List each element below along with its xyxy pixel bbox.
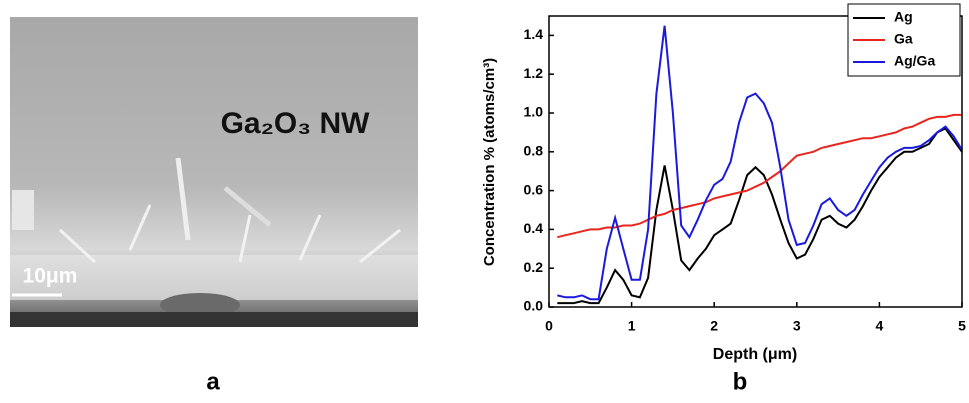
x-axis-label: Depth (μm) (713, 346, 797, 363)
x-tick-label: 1 (628, 318, 636, 334)
legend-label: Ga (894, 31, 913, 47)
y-tick-label: 0.8 (524, 143, 544, 159)
image-label: Ga₂O₃ NW (221, 107, 371, 140)
y-tick-label: 0.0 (524, 298, 544, 314)
legend-label: Ag (894, 9, 913, 25)
x-tick-label: 3 (793, 318, 801, 334)
y-tick-label: 1.2 (524, 65, 544, 81)
y-tick-label: 0.4 (524, 220, 544, 236)
legend-label: Ag/Ga (894, 53, 935, 69)
sem-image: Ga₂O₃ NW 10μm (10, 17, 418, 327)
x-tick-label: 2 (710, 318, 718, 334)
x-tick-label: 5 (958, 318, 966, 334)
data-line (557, 25, 963, 301)
y-tick-label: 0.6 (524, 181, 544, 197)
x-tick-label: 0 (545, 318, 553, 334)
y-tick-label: 1.4 (524, 26, 544, 42)
panel-label: b (733, 368, 748, 395)
data-line (557, 127, 963, 305)
y-axis-label: Concentration % (atoms/cm³) (481, 58, 498, 266)
plot-frame (548, 15, 963, 308)
scale-bar-label: 10μm (23, 265, 78, 288)
data-line (557, 113, 962, 239)
x-tick-label: 4 (876, 318, 884, 334)
panel-label: a (206, 368, 220, 395)
y-tick-label: 0.2 (524, 259, 544, 275)
y-tick-label: 1.0 (524, 104, 544, 120)
